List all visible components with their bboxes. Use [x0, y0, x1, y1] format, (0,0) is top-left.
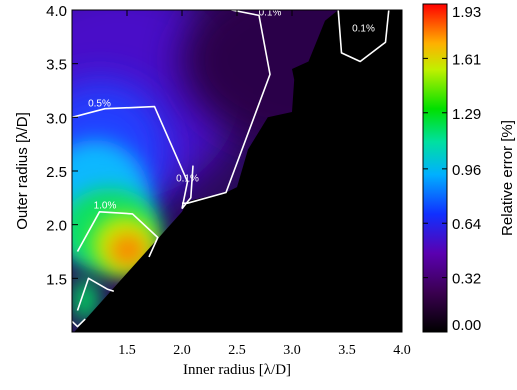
contour-line — [337, 10, 390, 63]
contour-label: 0.1% — [259, 7, 282, 18]
y-axis-ticks: 1.5 2.0 2.5 3.0 3.5 4.0 — [46, 3, 402, 288]
y-axis-label: Outer radius [λ/D] — [14, 112, 31, 230]
contour-line — [72, 105, 189, 209]
colorbar-ticks: 0.00 0.32 0.64 0.96 1.29 1.61 1.93 — [423, 3, 481, 334]
x-tick-label: 2.5 — [228, 343, 246, 358]
y-tick-label: 4.0 — [46, 3, 67, 20]
x-tick-label: 3.5 — [338, 343, 356, 358]
y-tick-label: 2.0 — [46, 218, 67, 235]
colorbar-tick-label: 1.29 — [452, 106, 481, 123]
colorbar: 0.00 0.32 0.64 0.96 1.29 1.61 1.93 Relative er… — [422, 3, 516, 334]
colorbar-label: Relative error [%] — [499, 120, 516, 236]
x-tick-label: 4.0 — [393, 343, 411, 358]
y-tick-label: 3.5 — [46, 57, 67, 74]
colorbar-tick-label: 0.32 — [452, 271, 481, 288]
colorbar-tick-label: 0.96 — [452, 162, 481, 179]
x-axis-ticks: 1.5 2.0 2.5 3.0 3.5 4.0 — [118, 10, 411, 358]
contour-label: 0.5% — [88, 99, 111, 110]
contour-line — [181, 165, 194, 210]
contour-label: 0.1% — [176, 174, 199, 185]
contour-line — [72, 318, 86, 328]
x-tick-label: 1.5 — [118, 343, 136, 358]
colorbar-tick-label: 1.93 — [452, 4, 481, 21]
contour-label: 0.1% — [352, 23, 375, 34]
colorbar-tick-label: 0.00 — [452, 317, 481, 334]
heatmap-lower-green — [72, 278, 99, 322]
y-tick-label: 3.0 — [46, 110, 67, 127]
contour-lines: 0.1% 0.1% 0.1% 0.5% 1.0% — [72, 7, 390, 328]
colorbar-tick-label: 1.61 — [452, 51, 481, 68]
y-tick-label: 2.5 — [46, 164, 67, 181]
x-tick-label: 3.0 — [283, 343, 301, 358]
heatmap-orange-spot — [110, 234, 146, 266]
contour-line — [76, 277, 115, 311]
y-tick-label: 1.5 — [46, 271, 67, 288]
heatmap-field: 0.1% 0.1% 0.1% 0.5% 1.0% — [72, 7, 402, 332]
undefined-region — [72, 10, 402, 332]
colorbar-gradient — [422, 3, 448, 333]
x-tick-label: 2.0 — [173, 343, 191, 358]
colorbar-tick-label: 0.64 — [452, 216, 481, 233]
contour-label: 1.0% — [94, 201, 117, 212]
contour-line — [76, 211, 159, 258]
x-axis-label: Inner radius [λ/D] — [183, 362, 291, 378]
